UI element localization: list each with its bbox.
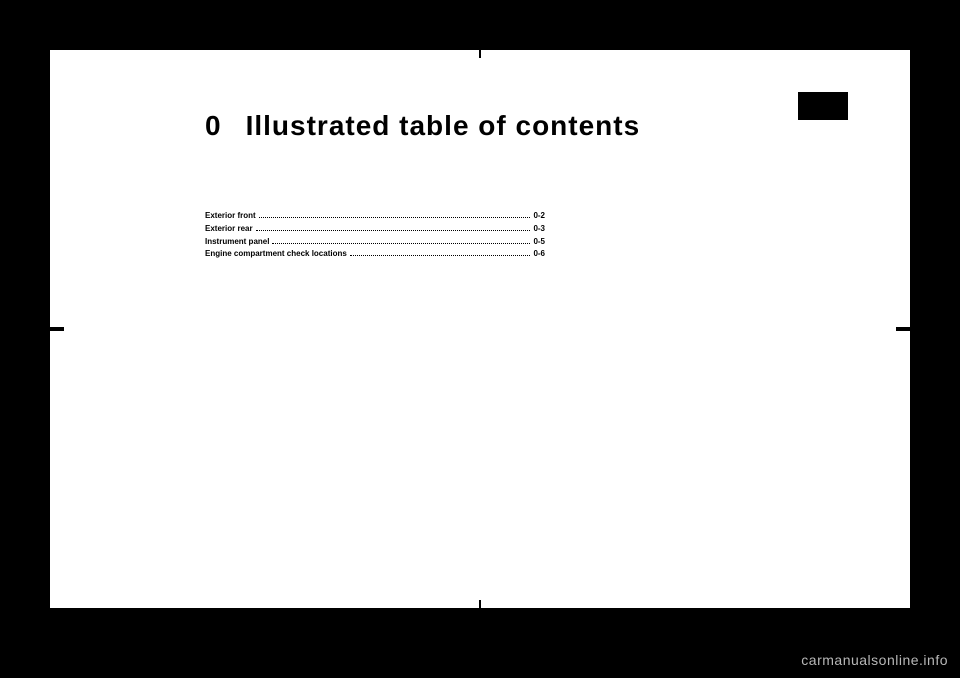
toc-label: Exterior rear — [205, 223, 253, 236]
toc-leader-dots — [259, 217, 531, 218]
toc-leader-dots — [256, 230, 531, 231]
crop-mark-right — [896, 327, 910, 331]
toc-label: Exterior front — [205, 210, 256, 223]
toc-page-ref: 0-2 — [533, 210, 545, 223]
toc-label: Engine compartment check locations — [205, 248, 347, 261]
toc-row: Engine compartment check locations 0-6 — [205, 248, 545, 261]
toc-row: Exterior front 0-2 — [205, 210, 545, 223]
toc-row: Instrument panel 0-5 — [205, 236, 545, 249]
crop-mark-left — [50, 327, 64, 331]
toc-row: Exterior rear 0-3 — [205, 223, 545, 236]
chapter-number: 0 — [205, 110, 222, 142]
manual-page: 0 Illustrated table of contents Exterior… — [50, 50, 910, 608]
toc-page-ref: 0-3 — [533, 223, 545, 236]
toc-page-ref: 0-5 — [533, 236, 545, 249]
chapter-heading: 0 Illustrated table of contents — [205, 110, 640, 142]
crop-mark-top — [479, 50, 481, 58]
toc-leader-dots — [350, 255, 531, 256]
toc-page-ref: 0-6 — [533, 248, 545, 261]
toc-leader-dots — [272, 243, 530, 244]
chapter-title: Illustrated table of contents — [246, 110, 641, 142]
watermark-text: carmanualsonline.info — [801, 652, 948, 668]
table-of-contents: Exterior front 0-2 Exterior rear 0-3 Ins… — [205, 210, 545, 261]
crop-mark-bottom — [479, 600, 481, 608]
toc-label: Instrument panel — [205, 236, 269, 249]
section-tab — [798, 92, 848, 120]
